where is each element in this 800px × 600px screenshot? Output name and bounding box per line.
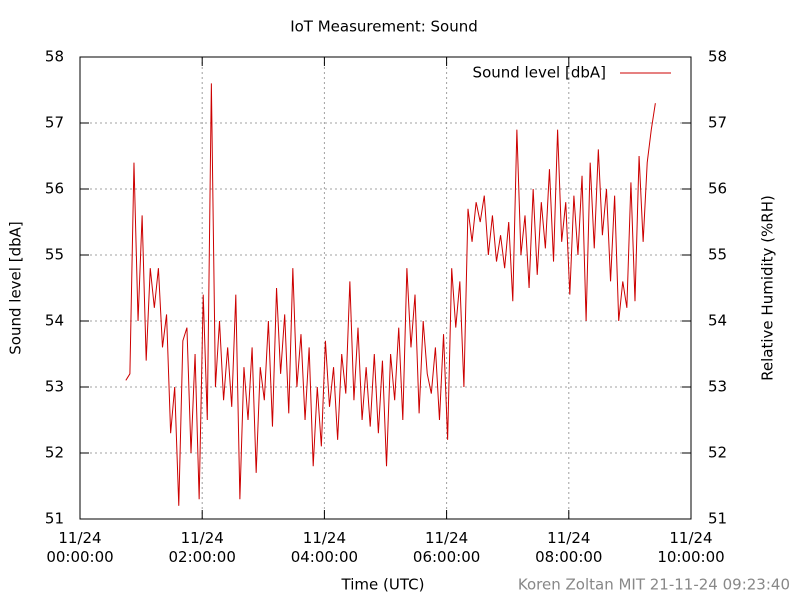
y2-tick-label: 51 [708, 510, 727, 528]
y2-tick-label: 58 [708, 48, 727, 66]
x-tick-label-line: 11/24 [58, 529, 101, 547]
y2-tick-label: 57 [708, 114, 727, 132]
x-tick-label-line: 11/24 [425, 529, 468, 547]
y-tick-label: 55 [45, 246, 64, 264]
x-axis-label: Time (UTC) [341, 576, 425, 594]
legend-label: Sound level [dbA] [473, 64, 606, 82]
y2-tick-label: 52 [708, 444, 727, 462]
data-line [125, 83, 656, 506]
x-tick-label-line: 08:00:00 [535, 548, 602, 566]
x-tick-label: 11/24 08:00:00 [535, 529, 602, 566]
y2-tick-label: 55 [708, 246, 727, 264]
x-tick-label-line: 00:00:00 [46, 548, 113, 566]
y-tick-label: 53 [45, 378, 64, 396]
x-tick-label: 11/24 10:00:00 [657, 529, 724, 566]
x-tick-label-line: 10:00:00 [657, 548, 724, 566]
x-tick-label: 11/24 04:00:00 [291, 529, 358, 566]
y-tick-label: 51 [45, 510, 64, 528]
x-tick-label: 11/24 06:00:00 [413, 529, 480, 566]
x-tick-label-line: 11/24 [669, 529, 712, 547]
y2-tick-label: 54 [708, 312, 727, 330]
x-tick-label-line: 04:00:00 [291, 548, 358, 566]
chart-title: IoT Measurement: Sound [290, 18, 478, 36]
y2-axis-label: Relative Humidity (%RH) [759, 195, 777, 381]
x-tick-label-line: 11/24 [547, 529, 590, 547]
y-tick-label: 52 [45, 444, 64, 462]
y-tick-label: 57 [45, 114, 64, 132]
y-tick-label: 58 [45, 48, 64, 66]
y-tick-label: 56 [45, 180, 64, 198]
plot-frame [79, 56, 692, 520]
x-tick-label: 11/24 02:00:00 [169, 529, 236, 566]
y2-tick-label: 56 [708, 180, 727, 198]
x-tick-label-line: 11/24 [181, 529, 224, 547]
y2-tick-label: 53 [708, 378, 727, 396]
y-tick-label: 54 [45, 312, 64, 330]
footer: Koren Zoltan MIT 21-11-24 09:23:40 [518, 576, 790, 594]
x-tick-label-line: 06:00:00 [413, 548, 480, 566]
y-axis-label: Sound level [dbA] [7, 221, 25, 354]
x-tick-label: 11/24 00:00:00 [46, 529, 113, 566]
x-tick-label-line: 11/24 [303, 529, 346, 547]
x-tick-label-line: 02:00:00 [169, 548, 236, 566]
